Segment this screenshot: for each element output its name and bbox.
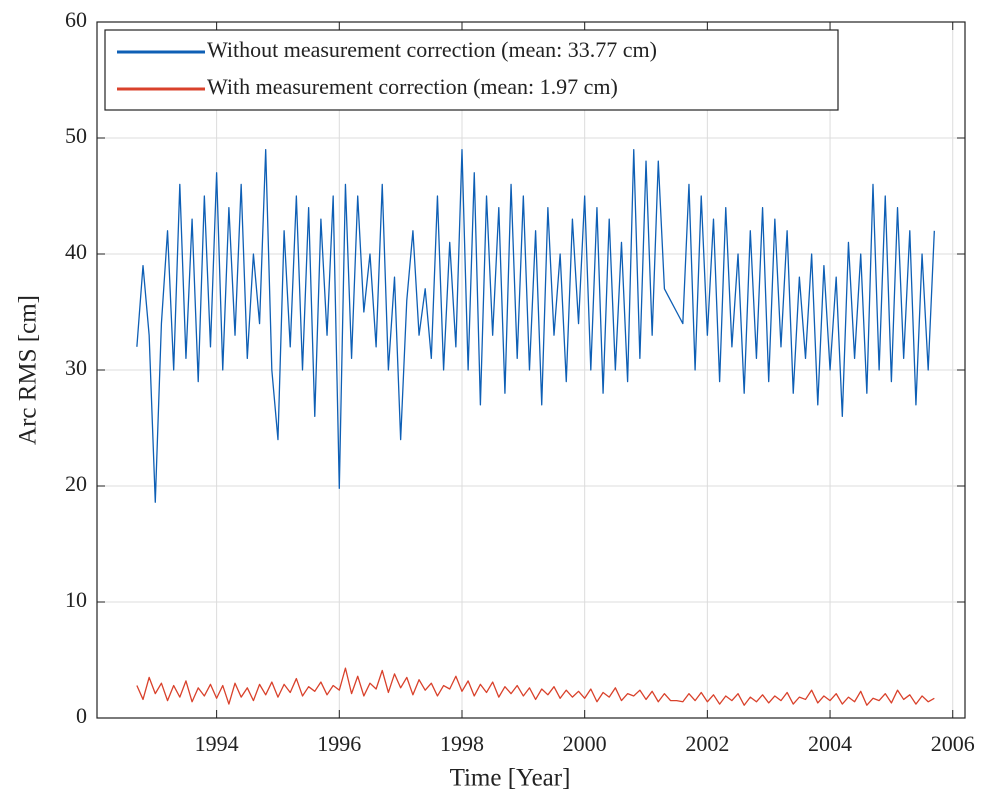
series-line	[136, 667, 935, 706]
x-tick-label: 1998	[440, 731, 484, 756]
y-tick-label: 20	[65, 471, 87, 496]
x-tick-label: 2004	[808, 731, 852, 756]
y-tick-label: 60	[65, 7, 87, 32]
legend-label: With measurement correction (mean: 1.97 …	[207, 74, 618, 99]
y-tick-label: 30	[65, 355, 87, 380]
y-tick-label: 0	[76, 703, 87, 728]
legend-box	[104, 29, 839, 111]
legend-label: Without measurement correction (mean: 33…	[207, 37, 657, 62]
axes-box	[96, 21, 966, 719]
x-tick-label: 1996	[317, 731, 361, 756]
x-tick-label: 1994	[195, 731, 239, 756]
x-tick-label: 2006	[931, 731, 975, 756]
y-tick-label: 40	[65, 239, 87, 264]
x-tick-label: 2000	[563, 731, 607, 756]
y-axis-label: Arc RMS [cm]	[15, 295, 42, 445]
x-axis-label: Time [Year]	[450, 765, 571, 792]
series-line	[136, 148, 935, 503]
y-tick-label: 50	[65, 123, 87, 148]
x-tick-label: 2002	[685, 731, 729, 756]
y-tick-label: 10	[65, 587, 87, 612]
